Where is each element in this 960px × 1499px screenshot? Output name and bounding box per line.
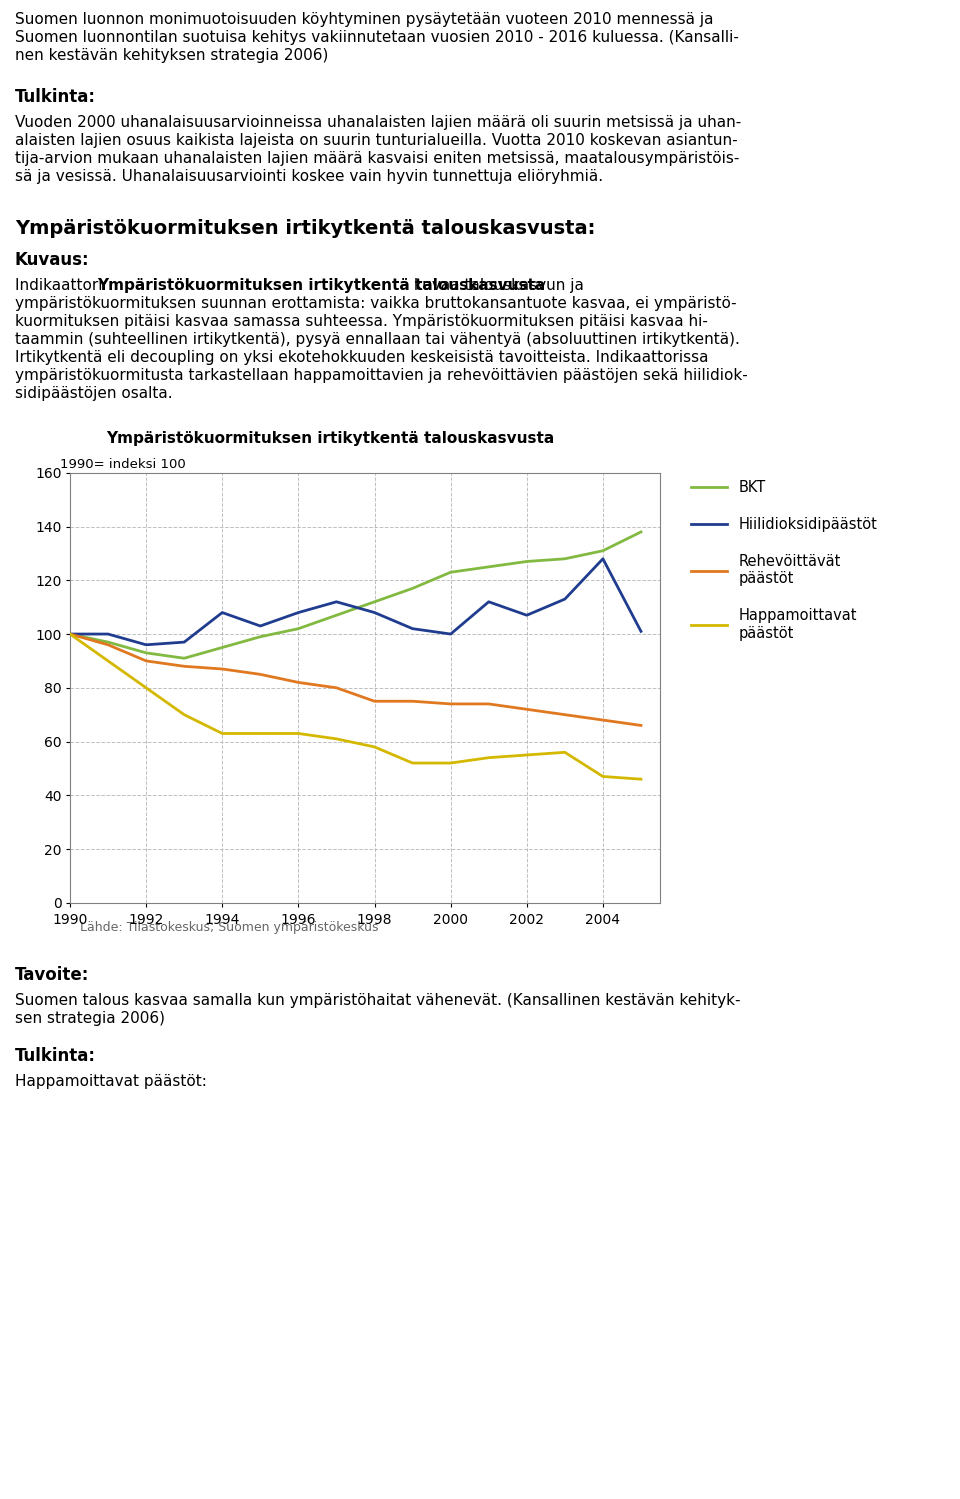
Text: kuvaa talouskasvun ja: kuvaa talouskasvun ja (409, 279, 584, 294)
Text: Vuoden 2000 uhanalaisuusarvioinneissa uhanalaisten lajien määrä oli suurin metsi: Vuoden 2000 uhanalaisuusarvioinneissa uh… (15, 114, 741, 129)
Text: Suomen luonnon monimuotoisuuden köyhtyminen pysäytetään vuoteen 2010 mennessä ja: Suomen luonnon monimuotoisuuden köyhtymi… (15, 12, 713, 27)
Text: ympäristökuormitusta tarkastellaan happamoittavien ja rehevöittävien päästöjen s: ympäristökuormitusta tarkastellaan happa… (15, 369, 748, 384)
Text: 1990= indeksi 100: 1990= indeksi 100 (60, 459, 185, 471)
Text: sidipäästöjen osalta.: sidipäästöjen osalta. (15, 387, 173, 402)
Text: Suomen luonnontilan suotuisa kehitys vakiinnutetaan vuosien 2010 - 2016 kuluessa: Suomen luonnontilan suotuisa kehitys vak… (15, 30, 739, 45)
Text: Tulkinta:: Tulkinta: (15, 1046, 96, 1064)
Text: sen strategia 2006): sen strategia 2006) (15, 1010, 165, 1025)
Text: sä ja vesissä. Uhanalaisuusarviointi koskee vain hyvin tunnettuja eliöryhmiä.: sä ja vesissä. Uhanalaisuusarviointi kos… (15, 168, 603, 183)
Text: alaisten lajien osuus kaikista lajeista on suurin tunturialueilla. Vuotta 2010 k: alaisten lajien osuus kaikista lajeista … (15, 132, 737, 147)
Text: Irtikytkentä eli decoupling on yksi ekotehokkuuden keskeisistä tavoitteista. Ind: Irtikytkentä eli decoupling on yksi ekot… (15, 351, 708, 366)
Text: Indikaattori: Indikaattori (15, 279, 108, 294)
Legend: BKT, Hiilidioksidipäästöt, Rehevöittävät
päästöt, Happamoittavat
päästöt: BKT, Hiilidioksidipäästöt, Rehevöittävät… (691, 480, 877, 640)
Text: tija-arvion mukaan uhanalaisten lajien määrä kasvaisi eniten metsissä, maatalous: tija-arvion mukaan uhanalaisten lajien m… (15, 150, 739, 165)
Text: kuormituksen pitäisi kasvaa samassa suhteessa. Ympäristökuormituksen pitäisi kas: kuormituksen pitäisi kasvaa samassa suht… (15, 315, 708, 330)
Text: ympäristökuormituksen suunnan erottamista: vaikka bruttokansantuote kasvaa, ei y: ympäristökuormituksen suunnan erottamist… (15, 297, 736, 312)
Text: Lähde: Tilastokeskus; Suomen ympäristökeskus: Lähde: Tilastokeskus; Suomen ympäristöke… (80, 920, 378, 934)
Text: nen kestävän kehityksen strategia 2006): nen kestävän kehityksen strategia 2006) (15, 48, 328, 63)
Text: Ympäristökuormituksen irtikytkentä talouskasvusta:: Ympäristökuormituksen irtikytkentä talou… (15, 219, 595, 238)
Text: Kuvaus:: Kuvaus: (15, 252, 89, 270)
Text: Tulkinta:: Tulkinta: (15, 87, 96, 105)
Text: Ympäristökuormituksen irtikytkentä talouskasvusta: Ympäristökuormituksen irtikytkentä talou… (106, 432, 554, 447)
Text: Happamoittavat päästöt:: Happamoittavat päästöt: (15, 1073, 206, 1088)
Text: Ympäristökuormituksen irtikytkentä talouskasvusta: Ympäristökuormituksen irtikytkentä talou… (98, 279, 546, 294)
Text: taammin (suhteellinen irtikytkentä), pysyä ennallaan tai vähentyä (absoluuttinen: taammin (suhteellinen irtikytkentä), pys… (15, 333, 740, 348)
Text: Tavoite:: Tavoite: (15, 965, 89, 983)
Text: Suomen talous kasvaa samalla kun ympäristöhaitat vähenevät. (Kansallinen kestävä: Suomen talous kasvaa samalla kun ympäris… (15, 992, 740, 1007)
